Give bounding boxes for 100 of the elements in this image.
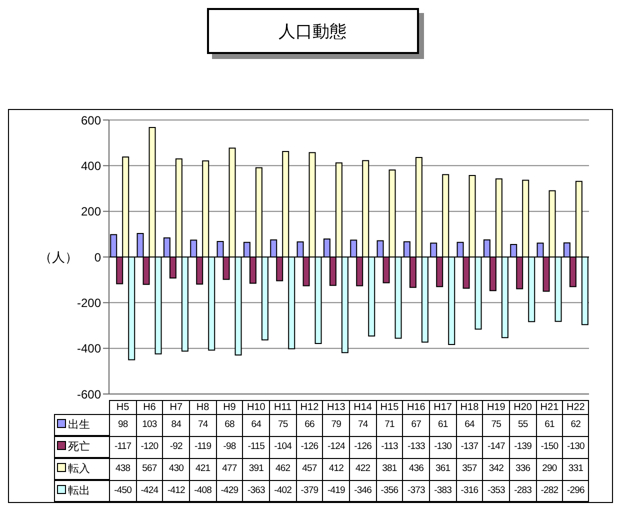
data-label: -356 — [376, 480, 402, 502]
data-label: -119 — [189, 436, 216, 458]
data-label: 436 — [402, 458, 429, 480]
data-label: 64 — [456, 414, 482, 436]
data-label: 67 — [402, 414, 429, 436]
data-label: 477 — [216, 458, 242, 480]
data-label: -130 — [562, 436, 589, 458]
x-tick-label: H11 — [269, 400, 296, 414]
data-label: -92 — [162, 436, 189, 458]
x-tick-label: H19 — [482, 400, 509, 414]
data-label: -419 — [322, 480, 349, 502]
x-tick-label: H13 — [322, 400, 349, 414]
x-tick-label: H18 — [456, 400, 482, 414]
data-label: -353 — [482, 480, 509, 502]
data-label: -139 — [509, 436, 536, 458]
data-label: -424 — [136, 480, 162, 502]
data-label: -373 — [402, 480, 429, 502]
data-label: 290 — [536, 458, 562, 480]
x-tick-label: H5 — [109, 400, 136, 414]
data-label: 438 — [109, 458, 136, 480]
data-label: -383 — [429, 480, 456, 502]
data-label: -124 — [322, 436, 349, 458]
x-tick-label: H7 — [162, 400, 189, 414]
data-label: -137 — [456, 436, 482, 458]
data-label: -113 — [376, 436, 402, 458]
data-label: 430 — [162, 458, 189, 480]
x-tick-label: H8 — [189, 400, 216, 414]
data-label: -126 — [349, 436, 376, 458]
data-label: 75 — [269, 414, 296, 436]
data-label: 62 — [562, 414, 589, 436]
x-tick-label: H16 — [402, 400, 429, 414]
y-tick-label: 600 — [80, 113, 102, 128]
data-label: 422 — [349, 458, 376, 480]
data-label: 64 — [242, 414, 269, 436]
data-label: 55 — [509, 414, 536, 436]
data-label: -104 — [269, 436, 296, 458]
data-label: -363 — [242, 480, 269, 502]
data-label: -408 — [189, 480, 216, 502]
data-label: -296 — [562, 480, 589, 502]
x-tick-label: H12 — [296, 400, 322, 414]
data-label: 103 — [136, 414, 162, 436]
x-tick-label: H20 — [509, 400, 536, 414]
data-label: 68 — [216, 414, 242, 436]
data-label: 412 — [322, 458, 349, 480]
data-label: 79 — [322, 414, 349, 436]
data-label: 74 — [189, 414, 216, 436]
y-tick-label: 200 — [80, 204, 102, 219]
data-label: -126 — [296, 436, 322, 458]
data-label: 342 — [482, 458, 509, 480]
x-tick-label: H9 — [216, 400, 242, 414]
x-tick-label: H21 — [536, 400, 562, 414]
data-label: -115 — [242, 436, 269, 458]
data-label: -130 — [429, 436, 456, 458]
data-label: 361 — [429, 458, 456, 480]
data-label: 75 — [482, 414, 509, 436]
x-tick-label: H15 — [376, 400, 402, 414]
data-label: 98 — [109, 414, 136, 436]
legend-label: 出生 — [54, 414, 109, 436]
data-label: -283 — [509, 480, 536, 502]
data-label: -98 — [216, 436, 242, 458]
data-label: -282 — [536, 480, 562, 502]
x-tick-label: H17 — [429, 400, 456, 414]
data-label: -133 — [402, 436, 429, 458]
data-label: 421 — [189, 458, 216, 480]
data-label: 462 — [269, 458, 296, 480]
data-label: 84 — [162, 414, 189, 436]
data-label: 61 — [536, 414, 562, 436]
y-tick-label: -400 — [76, 342, 102, 356]
data-label: -429 — [216, 480, 242, 502]
legend-label: 転入 — [54, 458, 109, 480]
data-label: -346 — [349, 480, 376, 502]
data-label: 61 — [429, 414, 456, 436]
y-tick-label: 400 — [80, 158, 102, 173]
data-label: -147 — [482, 436, 509, 458]
data-label: 381 — [376, 458, 402, 480]
y-tick-label: 0 — [94, 250, 102, 264]
data-label: -150 — [536, 436, 562, 458]
data-label: 391 — [242, 458, 269, 480]
x-tick-label: H22 — [562, 400, 589, 414]
data-label: 567 — [136, 458, 162, 480]
chart-title: 人口動態 — [206, 8, 418, 54]
data-label: -120 — [136, 436, 162, 458]
data-label: -412 — [162, 480, 189, 502]
data-label: 71 — [376, 414, 402, 436]
y-axis-title: （人） — [39, 250, 78, 265]
data-label: -379 — [296, 480, 322, 502]
data-label: 457 — [296, 458, 322, 480]
data-label: 357 — [456, 458, 482, 480]
legend-label: 転出 — [54, 480, 109, 502]
legend-label: 死亡 — [54, 436, 109, 458]
y-tick-label: -200 — [76, 296, 102, 310]
y-tick-label: -600 — [76, 387, 102, 402]
data-label: -402 — [269, 480, 296, 502]
data-label: 66 — [296, 414, 322, 436]
data-label: 336 — [509, 458, 536, 480]
data-label: 331 — [562, 458, 589, 480]
data-label: -117 — [109, 436, 136, 458]
data-label: -450 — [109, 480, 136, 502]
data-label: 74 — [349, 414, 376, 436]
x-tick-label: H10 — [242, 400, 269, 414]
